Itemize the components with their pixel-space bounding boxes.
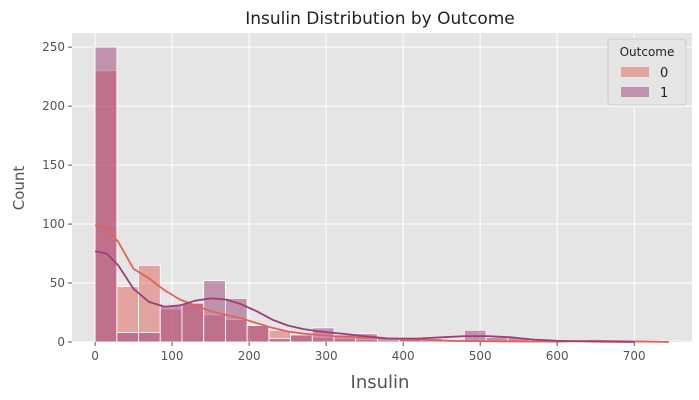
legend-label-1: 1 bbox=[660, 86, 668, 101]
histogram-bar-outcome-1 bbox=[94, 46, 118, 343]
y-tick-label: 150 bbox=[42, 158, 65, 172]
histogram-bar-outcome-1 bbox=[159, 305, 183, 343]
y-tick-label: 0 bbox=[57, 335, 65, 349]
x-tick-label: 300 bbox=[315, 349, 338, 363]
x-tick-label: 500 bbox=[469, 349, 492, 363]
kde-curves bbox=[94, 224, 669, 343]
y-axis-ticks: 0 50 100 150 200 250 bbox=[42, 40, 72, 349]
legend-swatch-0 bbox=[621, 67, 649, 77]
kde-line-outcome-1 bbox=[94, 250, 635, 343]
legend-swatch-1 bbox=[621, 87, 649, 97]
y-tick-label: 250 bbox=[42, 40, 65, 54]
chart-title: Insulin Distribution by Outcome bbox=[245, 9, 514, 29]
histogram-bar-outcome-1 bbox=[181, 302, 205, 343]
grid-lines bbox=[72, 33, 692, 343]
legend: Outcome 0 1 bbox=[607, 38, 687, 106]
x-tick-label: 200 bbox=[238, 349, 261, 363]
legend-label-0: 0 bbox=[660, 66, 668, 81]
legend-title: Outcome bbox=[620, 45, 675, 59]
histogram-bar-outcome-1 bbox=[290, 334, 313, 343]
histogram-bar-outcome-1 bbox=[116, 332, 139, 343]
x-tick-label: 600 bbox=[546, 349, 569, 363]
y-tick-label: 200 bbox=[42, 99, 65, 113]
x-tick-label: 0 bbox=[91, 349, 99, 363]
y-tick-label: 100 bbox=[42, 217, 65, 231]
x-tick-label: 400 bbox=[392, 349, 415, 363]
x-tick-label: 700 bbox=[623, 349, 646, 363]
x-axis-label: Insulin bbox=[351, 372, 410, 393]
x-axis-ticks: 0 100 200 300 400 500 600 700 bbox=[91, 342, 646, 363]
histogram-bars bbox=[94, 46, 682, 343]
x-tick-label: 100 bbox=[161, 349, 184, 363]
histogram-bar-outcome-1 bbox=[268, 338, 291, 343]
plot-background bbox=[72, 33, 692, 342]
histogram-bar-outcome-1 bbox=[138, 332, 161, 343]
histogram-bar-outcome-1 bbox=[246, 325, 270, 343]
y-tick-label: 50 bbox=[50, 276, 65, 290]
y-axis-label: Count bbox=[10, 166, 28, 211]
kde-line-outcome-0 bbox=[94, 224, 669, 343]
